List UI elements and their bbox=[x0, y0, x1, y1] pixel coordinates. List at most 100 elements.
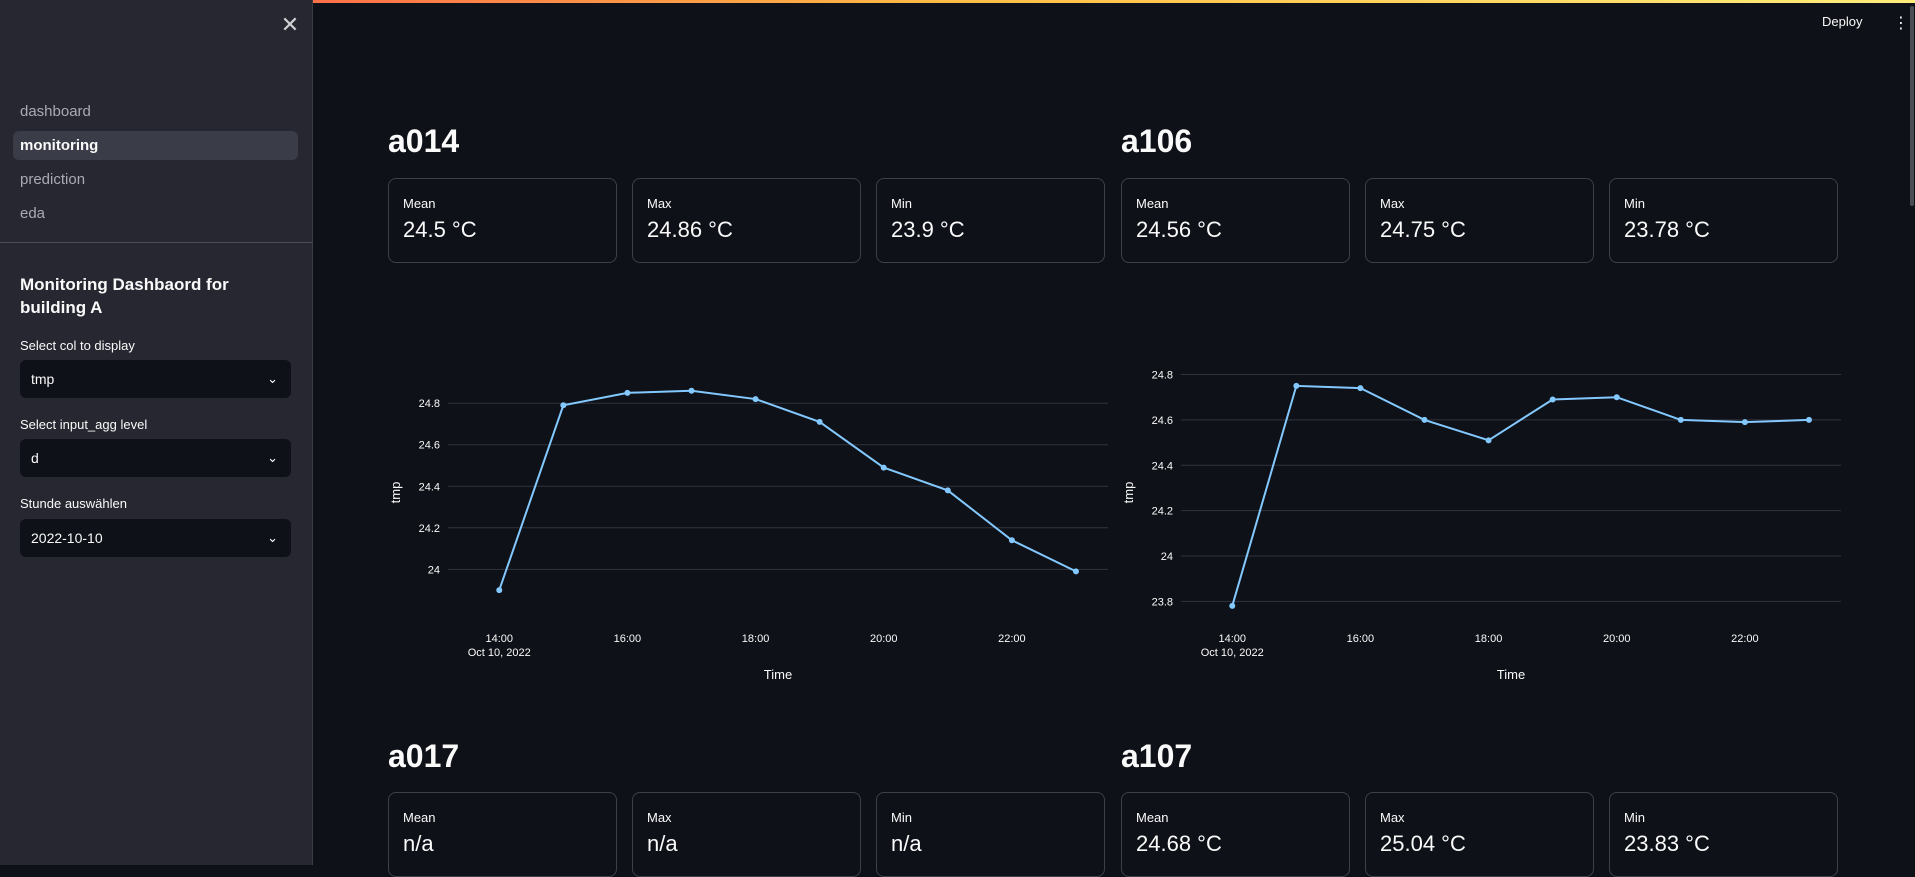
metric-card-max: Max 24.75 °C bbox=[1365, 178, 1594, 263]
data-point bbox=[560, 402, 566, 408]
nav-item-prediction[interactable]: prediction bbox=[13, 165, 298, 194]
y-tick-label: 24.2 bbox=[419, 523, 440, 535]
y-axis-label: tmp bbox=[388, 482, 403, 504]
close-icon: ✕ bbox=[281, 12, 299, 37]
chevron-down-icon: ⌄ bbox=[267, 439, 278, 477]
close-sidebar-button[interactable]: ✕ bbox=[279, 14, 301, 36]
sidebar-nav: dashboard monitoring prediction eda bbox=[13, 97, 298, 233]
col-select-label: Select col to display bbox=[20, 338, 135, 353]
data-point bbox=[1421, 417, 1427, 423]
y-tick-label: 24 bbox=[428, 564, 440, 576]
data-point bbox=[1806, 417, 1812, 423]
metric-value: n/a bbox=[403, 831, 616, 857]
data-point bbox=[881, 465, 887, 471]
metric-label: Min bbox=[891, 810, 1104, 825]
metric-label: Mean bbox=[403, 810, 616, 825]
x-tick-label: 14:00 bbox=[1218, 633, 1246, 645]
metric-card-mean: Mean 24.5 °C bbox=[388, 178, 617, 263]
data-point bbox=[753, 396, 759, 402]
y-axis-label: tmp bbox=[1121, 482, 1136, 504]
room-heading-a014: a014 bbox=[388, 123, 459, 160]
deploy-button[interactable]: Deploy bbox=[1822, 14, 1862, 29]
kebab-menu-icon: ⋮ bbox=[1893, 15, 1909, 32]
agg-select[interactable]: d ⌄ bbox=[20, 439, 291, 477]
hour-select-label: Stunde auswählen bbox=[20, 496, 127, 511]
data-point bbox=[1073, 568, 1079, 574]
metric-label: Min bbox=[1624, 196, 1837, 211]
agg-select-label: Select input_agg level bbox=[20, 417, 147, 432]
y-tick-label: 24.6 bbox=[1152, 415, 1173, 427]
y-tick-label: 24.8 bbox=[1152, 370, 1173, 382]
metric-value: 23.9 °C bbox=[891, 217, 1104, 243]
data-point bbox=[1678, 417, 1684, 423]
sidebar-divider bbox=[0, 242, 313, 243]
data-point bbox=[496, 587, 502, 593]
x-tick-label: 18:00 bbox=[1475, 633, 1503, 645]
data-point bbox=[624, 390, 630, 396]
data-point bbox=[1486, 437, 1492, 443]
x-tick-label: 20:00 bbox=[870, 633, 898, 645]
metric-value: 25.04 °C bbox=[1380, 831, 1593, 857]
metric-card-min: Min 23.78 °C bbox=[1609, 178, 1838, 263]
x-tick-sublabel: Oct 10, 2022 bbox=[468, 647, 531, 659]
series-line bbox=[1232, 386, 1809, 606]
room-heading-a106: a106 bbox=[1121, 123, 1192, 160]
nav-item-dashboard[interactable]: dashboard bbox=[13, 97, 298, 126]
metric-value: 24.56 °C bbox=[1136, 217, 1349, 243]
metric-label: Min bbox=[1624, 810, 1837, 825]
metric-value: 24.68 °C bbox=[1136, 831, 1349, 857]
data-point bbox=[1550, 396, 1556, 402]
metric-label: Min bbox=[891, 196, 1104, 211]
sidebar-title: Monitoring Dashbaord for building A bbox=[20, 273, 290, 319]
x-axis-label: Time bbox=[1497, 667, 1525, 682]
metric-value: 24.5 °C bbox=[403, 217, 616, 243]
metric-card-max: Max 25.04 °C bbox=[1365, 792, 1594, 877]
data-point bbox=[1229, 603, 1235, 609]
line-chart-a106[interactable]: 23.8 24 24.2 24.4 24.6 24.8 14:00 Oct 10, 2022 1… bbox=[1121, 360, 1841, 690]
sidebar: ✕ dashboard monitoring prediction eda Mo… bbox=[0, 0, 313, 865]
metric-value: 24.86 °C bbox=[647, 217, 860, 243]
col-select-value: tmp bbox=[31, 371, 54, 387]
metric-label: Mean bbox=[1136, 810, 1349, 825]
x-tick-label: 18:00 bbox=[742, 633, 770, 645]
hour-select-value: 2022-10-10 bbox=[31, 530, 103, 546]
metric-card-mean: Mean 24.68 °C bbox=[1121, 792, 1350, 877]
metric-label: Max bbox=[647, 810, 860, 825]
nav-item-monitoring[interactable]: monitoring bbox=[13, 131, 298, 160]
metric-card-max: Max n/a bbox=[632, 792, 861, 877]
x-tick-label: 22:00 bbox=[998, 633, 1026, 645]
page-scrollbar[interactable] bbox=[1910, 6, 1914, 206]
data-point bbox=[817, 419, 823, 425]
nav-item-eda[interactable]: eda bbox=[13, 199, 298, 228]
room-heading-a017: a017 bbox=[388, 738, 459, 775]
main-menu-button[interactable]: ⋮ bbox=[1893, 13, 1903, 33]
metric-card-min: Min 23.83 °C bbox=[1609, 792, 1838, 877]
room-heading-a107: a107 bbox=[1121, 738, 1192, 775]
metric-value: 23.83 °C bbox=[1624, 831, 1837, 857]
x-tick-label: 14:00 bbox=[485, 633, 513, 645]
metric-value: n/a bbox=[647, 831, 860, 857]
metric-label: Max bbox=[647, 196, 860, 211]
metric-card-min: Min n/a bbox=[876, 792, 1105, 877]
metric-card-mean: Mean n/a bbox=[388, 792, 617, 877]
y-tick-label: 24.2 bbox=[1152, 506, 1173, 518]
metric-label: Mean bbox=[1136, 196, 1349, 211]
x-tick-sublabel: Oct 10, 2022 bbox=[1201, 647, 1264, 659]
hour-select[interactable]: 2022-10-10 ⌄ bbox=[20, 519, 291, 557]
metric-card-min: Min 23.9 °C bbox=[876, 178, 1105, 263]
metric-card-mean: Mean 24.56 °C bbox=[1121, 178, 1350, 263]
y-tick-label: 23.8 bbox=[1152, 596, 1173, 608]
chevron-down-icon: ⌄ bbox=[267, 360, 278, 398]
series-line bbox=[499, 391, 1076, 590]
y-tick-label: 24.6 bbox=[419, 440, 440, 452]
metric-value: 24.75 °C bbox=[1380, 217, 1593, 243]
metric-value: 23.78 °C bbox=[1624, 217, 1837, 243]
metric-label: Mean bbox=[403, 196, 616, 211]
y-tick-label: 24.4 bbox=[1152, 460, 1173, 472]
y-tick-label: 24 bbox=[1161, 551, 1173, 563]
y-tick-label: 24.4 bbox=[419, 481, 440, 493]
line-chart-a014[interactable]: 24 24.2 24.4 24.6 24.8 14:00 Oct 10, 2022 16:00… bbox=[388, 360, 1108, 690]
metric-label: Max bbox=[1380, 196, 1593, 211]
col-select[interactable]: tmp ⌄ bbox=[20, 360, 291, 398]
metric-value: n/a bbox=[891, 831, 1104, 857]
